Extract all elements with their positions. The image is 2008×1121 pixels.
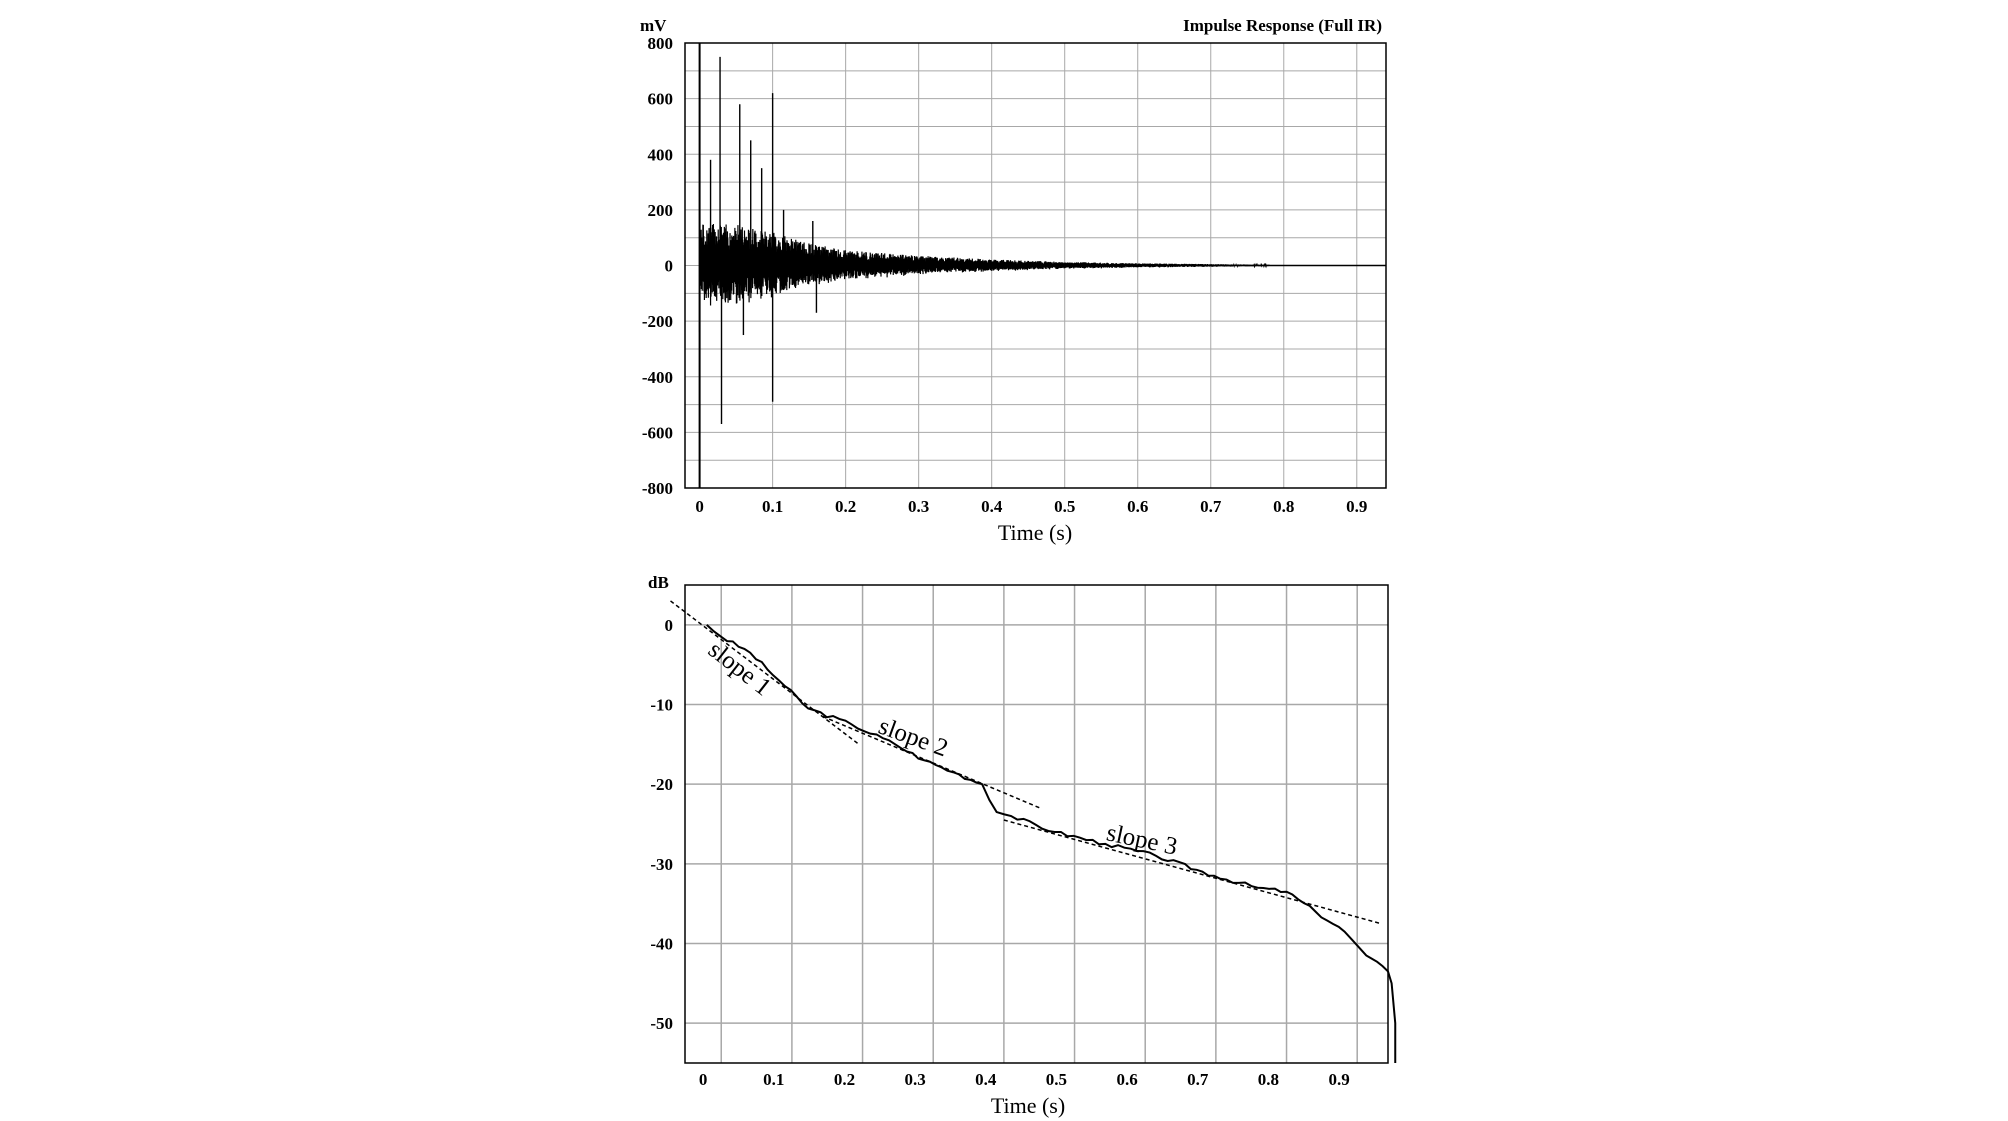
ir-y-tick: 200 — [648, 201, 674, 220]
ir-y-tick: -600 — [642, 423, 673, 442]
decay-x-tick-labels: 0 0.1 0.2 0.3 0.4 0.5 0.6 0.7 0.8 0.9 — [699, 1070, 1350, 1089]
ir-x-tick: 0.1 — [762, 497, 783, 516]
ir-y-tick: 400 — [648, 145, 674, 164]
ir-chart-title: Impulse Response (Full IR) — [1183, 16, 1382, 35]
decay-x-tick: 0.9 — [1328, 1070, 1349, 1089]
decay-curve-chart: 0-10-20-30-40-50 0 0.1 0.2 0.3 0.4 0.5 0.6 0.7 0… — [648, 573, 1397, 1118]
ir-noise-trace — [699, 224, 1270, 306]
decay-x-tick: 0.3 — [904, 1070, 925, 1089]
ir-y-tick: 600 — [648, 90, 674, 109]
slope-line-2 — [822, 715, 1041, 809]
decay-x-tick: 0.5 — [1046, 1070, 1067, 1089]
ir-y-tick: 800 — [648, 34, 674, 53]
decay-x-tick: 0.4 — [975, 1070, 997, 1089]
decay-curve — [706, 624, 1397, 1063]
decay-gridlines — [685, 585, 1388, 1063]
decay-y-tick: -40 — [650, 935, 673, 954]
slope-label-3: slope 3 — [1104, 819, 1180, 860]
ir-x-tick: 0.9 — [1346, 497, 1367, 516]
ir-x-tick: 0.8 — [1273, 497, 1294, 516]
ir-y-tick: 0 — [665, 257, 674, 276]
decay-y-tick-labels: 0 -10 -20 -30 -40 -50 — [650, 616, 673, 1033]
decay-x-tick: 0.8 — [1258, 1070, 1279, 1089]
ir-x-tick: 0.7 — [1200, 497, 1222, 516]
ir-waveform — [698, 43, 1386, 488]
ir-y-tick: -400 — [642, 368, 673, 387]
ir-y-unit-label: mV — [640, 16, 667, 35]
decay-plot-frame — [684, 584, 1389, 1064]
ir-plot-frame — [684, 42, 1387, 489]
decay-y-tick: -10 — [650, 696, 673, 715]
decay-y-tick: -50 — [650, 1014, 673, 1033]
decay-x-tick: 0.6 — [1116, 1070, 1137, 1089]
ir-x-tick: 0.2 — [835, 497, 856, 516]
ir-y-tick-labels: 800 600 400 200 0 -200 -400 -600 -800 — [642, 34, 673, 498]
slope-line-3 — [1003, 819, 1381, 925]
decay-series — [670, 600, 1397, 1063]
ir-y-tick: -200 — [642, 312, 673, 331]
slope-label-1: slope 1 — [703, 636, 776, 701]
decay-y-tick: -20 — [650, 775, 673, 794]
ir-x-tick-labels: 0 0.1 0.2 0.3 0.4 0.5 0.6 0.7 0.8 0.9 — [695, 497, 1367, 516]
decay-x-tick: 0.2 — [834, 1070, 855, 1089]
ir-x-tick: 0.5 — [1054, 497, 1075, 516]
decay-y-tick: -30 — [650, 855, 673, 874]
slope-line-1 — [670, 600, 860, 745]
ir-x-tick: 0.4 — [981, 497, 1003, 516]
decay-y-unit-label: dB — [648, 573, 669, 592]
decay-x-tick: 0.7 — [1187, 1070, 1209, 1089]
ir-x-axis-label: Time (s) — [998, 520, 1072, 545]
decay-y-tick: 0 — [665, 616, 674, 635]
decay-x-tick: 0 — [699, 1070, 708, 1089]
ir-x-tick: 0.3 — [908, 497, 929, 516]
ir-x-tick: 0 — [695, 497, 704, 516]
decay-x-axis-label: Time (s) — [991, 1093, 1065, 1118]
ir-x-tick: 0.6 — [1127, 497, 1148, 516]
ir-y-tick: -800 — [642, 479, 673, 498]
decay-x-tick: 0.1 — [763, 1070, 784, 1089]
impulse-response-chart: 800 600 400 200 0 -200 -400 -600 -800 0 0.1 0.2 0.3… — [640, 16, 1387, 545]
